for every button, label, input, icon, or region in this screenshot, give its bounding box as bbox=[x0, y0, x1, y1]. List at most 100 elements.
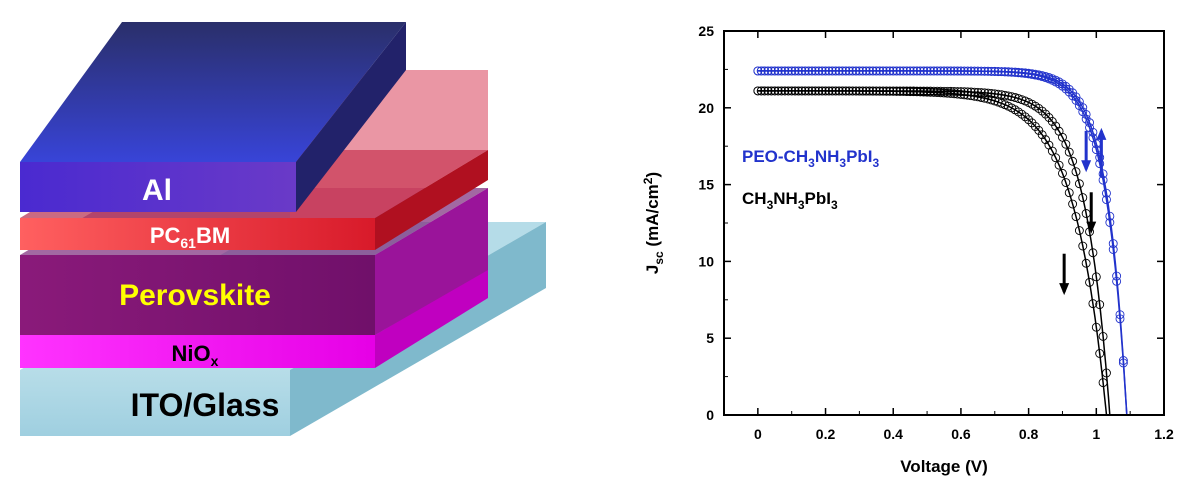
data-point bbox=[946, 66, 956, 76]
data-point bbox=[1064, 188, 1074, 198]
data-point bbox=[912, 66, 922, 76]
data-point bbox=[797, 66, 807, 76]
data-point bbox=[932, 88, 942, 98]
data-point bbox=[817, 86, 827, 96]
data-point bbox=[760, 66, 770, 76]
data-point bbox=[885, 86, 895, 96]
data-point bbox=[882, 66, 891, 76]
data-point bbox=[810, 66, 820, 76]
data-point bbox=[838, 86, 847, 96]
data-point bbox=[766, 66, 776, 76]
y-tick-label: 0 bbox=[706, 407, 714, 423]
data-point bbox=[787, 86, 797, 96]
data-point bbox=[970, 66, 979, 76]
data-point bbox=[777, 66, 786, 76]
x-tick-label: 1.2 bbox=[1154, 426, 1174, 442]
data-point bbox=[902, 66, 912, 76]
arrow-head bbox=[1096, 127, 1107, 140]
data-point bbox=[898, 87, 908, 96]
data-point bbox=[980, 93, 990, 103]
data-point bbox=[1081, 258, 1091, 268]
data-point bbox=[922, 66, 932, 76]
data-point bbox=[902, 87, 912, 96]
y-tick-label: 20 bbox=[698, 100, 714, 116]
data-point bbox=[912, 87, 922, 97]
data-point bbox=[959, 90, 969, 100]
data-point bbox=[817, 66, 827, 76]
data-point bbox=[807, 86, 817, 96]
data-point bbox=[756, 66, 766, 76]
y-tick-label: 10 bbox=[698, 253, 714, 269]
data-point bbox=[854, 86, 864, 96]
data-point bbox=[1095, 159, 1105, 169]
data-point bbox=[993, 67, 1003, 77]
data-point bbox=[909, 87, 918, 97]
data-point bbox=[1064, 147, 1074, 157]
data-point bbox=[942, 88, 952, 98]
data-point bbox=[892, 86, 902, 96]
plot-area bbox=[753, 66, 1128, 416]
data-point bbox=[986, 66, 996, 76]
data-point bbox=[1003, 67, 1013, 77]
data-point bbox=[1000, 90, 1010, 100]
data-point bbox=[807, 66, 817, 76]
data-point bbox=[868, 66, 878, 76]
data-point bbox=[831, 86, 841, 96]
data-point bbox=[800, 66, 810, 76]
data-point bbox=[865, 66, 874, 76]
data-point bbox=[1017, 68, 1027, 78]
label-ito-glass: ITO/Glass bbox=[131, 387, 280, 423]
data-point bbox=[888, 66, 898, 76]
data-point bbox=[814, 66, 824, 76]
data-point bbox=[905, 66, 915, 76]
data-point bbox=[780, 66, 790, 76]
data-point bbox=[865, 86, 874, 96]
data-point bbox=[851, 86, 861, 96]
data-point bbox=[986, 95, 996, 105]
x-tick-label: 0.2 bbox=[816, 426, 836, 442]
data-point bbox=[973, 66, 983, 76]
data-point bbox=[888, 86, 898, 96]
data-point bbox=[821, 66, 830, 76]
data-point bbox=[959, 66, 969, 76]
data-point bbox=[790, 66, 800, 76]
data-point bbox=[1091, 322, 1101, 332]
data-point bbox=[997, 90, 1006, 100]
data-point bbox=[1074, 226, 1084, 235]
data-point bbox=[1041, 109, 1050, 119]
data-point bbox=[1068, 156, 1078, 166]
data-point bbox=[1071, 95, 1081, 105]
data-point bbox=[773, 86, 783, 96]
data-point bbox=[770, 66, 780, 76]
data-point bbox=[821, 86, 830, 96]
data-point bbox=[963, 90, 973, 100]
data-point bbox=[1108, 245, 1118, 254]
data-point bbox=[871, 86, 881, 96]
data-point bbox=[966, 91, 976, 101]
data-point bbox=[926, 87, 935, 97]
data-point bbox=[1115, 314, 1125, 324]
data-point bbox=[787, 66, 797, 76]
data-point bbox=[1051, 121, 1061, 131]
data-point bbox=[871, 66, 881, 76]
data-point bbox=[783, 66, 793, 76]
data-point bbox=[919, 87, 929, 97]
data-point bbox=[797, 86, 807, 96]
series-line bbox=[757, 90, 1108, 416]
data-point bbox=[756, 86, 766, 96]
data-point bbox=[804, 66, 814, 76]
data-point bbox=[1047, 117, 1057, 126]
data-point bbox=[895, 66, 905, 76]
data-point bbox=[915, 66, 925, 76]
arrow-head bbox=[1086, 221, 1097, 234]
data-point bbox=[1088, 299, 1098, 309]
data-point bbox=[851, 66, 861, 76]
data-point bbox=[1068, 91, 1078, 101]
data-point bbox=[990, 67, 1000, 76]
data-point bbox=[858, 66, 868, 76]
data-point bbox=[1098, 331, 1108, 341]
data-point bbox=[1020, 112, 1030, 122]
data-point bbox=[882, 86, 891, 96]
data-point bbox=[763, 86, 773, 96]
data-point bbox=[831, 66, 841, 76]
